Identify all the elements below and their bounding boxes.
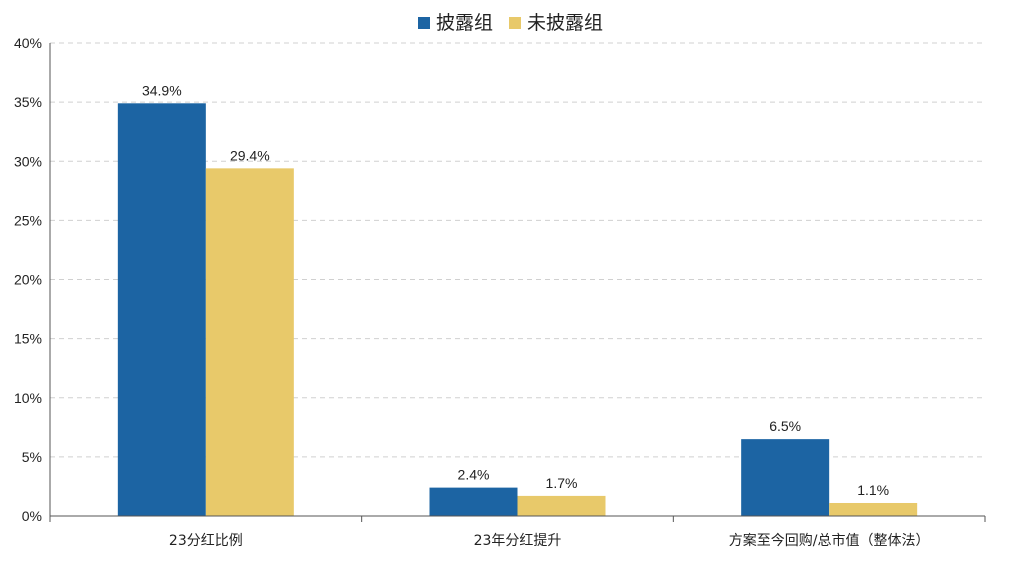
legend-swatch (509, 17, 521, 29)
y-tick-label: 20% (14, 272, 42, 288)
y-tick-label: 10% (14, 390, 42, 406)
y-tick-label: 0% (22, 508, 42, 524)
bar-undisclosed (517, 495, 606, 516)
data-label: 1.1% (857, 482, 889, 498)
bar-disclosed (741, 439, 830, 516)
axes: 0% 5% 10% 15% 20% 25% 30% 35% 40% (14, 35, 986, 524)
data-label: 6.5% (769, 418, 801, 434)
data-label: 1.7% (546, 475, 578, 491)
legend-label: 披露组 (436, 12, 493, 34)
bar-disclosed (429, 487, 518, 516)
y-tick-label: 40% (14, 35, 42, 51)
bar-undisclosed (205, 168, 294, 516)
y-tick-label: 25% (14, 212, 42, 228)
bar-disclosed (117, 103, 206, 517)
labels: 34.9% 29.4% 23分红比例 2.4% 1.7% 23年分红提升 6.5% 1.1% 方… (142, 82, 930, 549)
y-tick-label: 30% (14, 153, 42, 169)
y-tick-label: 5% (22, 449, 42, 465)
bars (117, 103, 918, 517)
x-category-label: 方案至今回购/总市值（整体法） (729, 532, 930, 549)
legend: 披露组 未披露组 (418, 12, 603, 34)
x-category-label: 23年分红提升 (474, 533, 562, 549)
legend-swatch (418, 17, 430, 29)
y-tick-label: 35% (14, 94, 42, 110)
x-category-label: 23分红比例 (169, 533, 243, 549)
bar-undisclosed (829, 502, 918, 516)
legend-label: 未披露组 (527, 12, 603, 34)
data-label: 34.9% (142, 82, 182, 98)
y-tick-label: 15% (14, 331, 42, 347)
data-label: 29.4% (230, 147, 270, 163)
data-label: 2.4% (458, 467, 490, 483)
